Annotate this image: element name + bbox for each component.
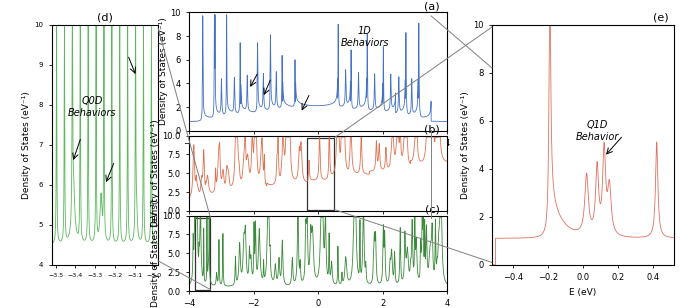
Text: Q1D
Behavior: Q1D Behavior (576, 120, 619, 142)
X-axis label: E (eV): E (eV) (570, 288, 596, 297)
Y-axis label: Density of States (eV⁻¹): Density of States (eV⁻¹) (151, 120, 160, 227)
Text: 1D
Behaviors: 1D Behaviors (341, 26, 389, 47)
Text: (e): (e) (653, 12, 669, 22)
Text: (b): (b) (424, 125, 440, 135)
Text: Q0D
Behaviors: Q0D Behaviors (68, 96, 116, 118)
Y-axis label: Density of States (eV⁻¹): Density of States (eV⁻¹) (159, 18, 168, 125)
Bar (195, 218, 211, 290)
Y-axis label: Density of States (eV⁻¹): Density of States (eV⁻¹) (23, 91, 32, 199)
Y-axis label: Density of States (eV⁻¹): Density of States (eV⁻¹) (151, 200, 160, 307)
Text: (d): (d) (97, 12, 113, 22)
Bar (307, 138, 334, 210)
Y-axis label: Density of States (eV⁻¹): Density of States (eV⁻¹) (462, 91, 471, 199)
Text: (a): (a) (424, 1, 440, 11)
Text: (c): (c) (424, 205, 440, 215)
